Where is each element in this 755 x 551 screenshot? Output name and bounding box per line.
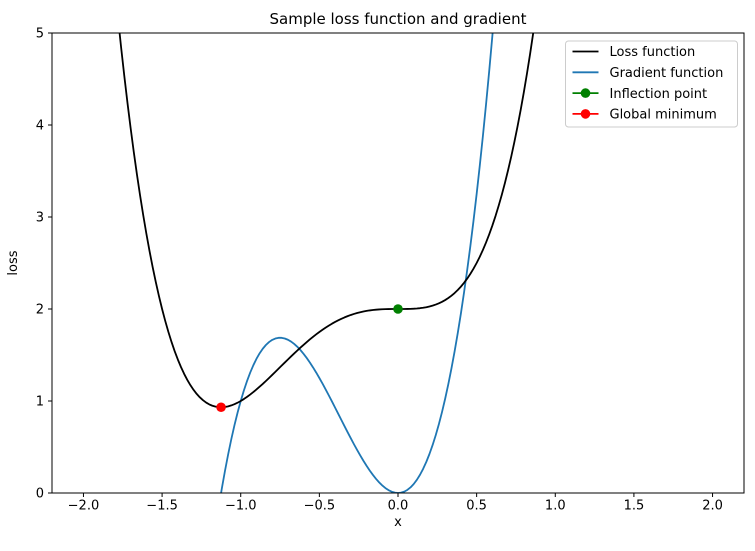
global-minimum-marker xyxy=(216,402,226,413)
y-tick-label: 5 xyxy=(36,27,44,42)
y-axis-ticks: 0 1 2 3 4 5 xyxy=(36,27,52,502)
markers-layer xyxy=(216,304,403,413)
legend-entry: Inflection point xyxy=(572,87,708,102)
legend-entry: Loss function xyxy=(572,45,696,60)
legend-marker-dot xyxy=(580,109,591,119)
y-tick-label: 4 xyxy=(36,119,44,134)
chart-title: Sample loss function and gradient xyxy=(270,10,527,28)
legend-entry: Gradient function xyxy=(572,66,724,81)
x-tick-label: −0.5 xyxy=(304,499,336,514)
x-tick-label: −1.0 xyxy=(225,499,257,514)
legend-box xyxy=(565,40,738,128)
x-tick-label: 1.5 xyxy=(624,499,645,514)
y-tick-label: 1 xyxy=(36,395,44,410)
x-tick-label: 2.0 xyxy=(702,499,723,514)
inflection-point-marker xyxy=(393,304,403,314)
x-tick-label: 0.0 xyxy=(388,499,409,514)
legend-label: Loss function xyxy=(610,45,696,60)
y-tick-label: 0 xyxy=(36,487,44,502)
legend-marker-dot xyxy=(580,88,591,98)
y-axis-label: loss xyxy=(6,250,21,275)
y-tick-label: 2 xyxy=(36,303,44,318)
x-axis-ticks: −2.0 −1.5 −1.0 −0.5 0.0 0.5 1.0 1.5 2.0 xyxy=(68,493,723,514)
legend-label: Global minimum xyxy=(610,108,717,123)
x-tick-label: 0.5 xyxy=(466,499,487,514)
x-tick-label: −2.0 xyxy=(68,499,100,514)
legend-entry: Global minimum xyxy=(572,108,717,123)
legend-label: Inflection point xyxy=(610,87,708,102)
y-tick-label: 3 xyxy=(36,211,44,226)
legend-label: Gradient function xyxy=(610,66,724,81)
x-tick-label: −1.5 xyxy=(146,499,178,514)
x-tick-label: 1.0 xyxy=(545,499,566,514)
x-axis-label: x xyxy=(394,515,402,530)
legend: Loss function Gradient function Inflection… xyxy=(565,40,738,128)
